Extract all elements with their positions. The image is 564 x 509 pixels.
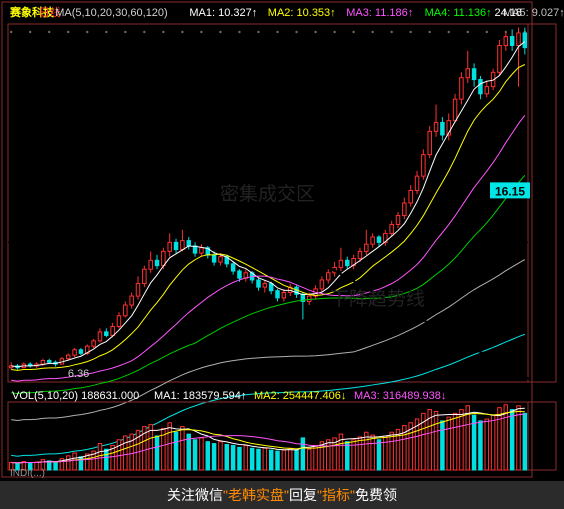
svg-text:INDI(...): INDI(...) [10,468,45,479]
banner-p1: "老韩实盘" [223,485,289,505]
svg-text:下降趋势线: 下降趋势线 [330,288,425,310]
svg-text:MA4: 11.136↑: MA4: 11.136↑ [425,7,492,19]
svg-text:MA2: 254447.406↓: MA2: 254447.406↓ [254,390,346,402]
chart-svg: 赛象科技日线MA(5,10,20,30,60,120)MA1: 10.327↑M… [0,0,564,509]
banner-p4: 免费领 [355,485,397,505]
svg-text:MA3: 11.186↑: MA3: 11.186↑ [346,7,413,19]
banner-p3: "指标" [317,485,355,505]
svg-text:16.15: 16.15 [495,184,525,198]
svg-text:MA1: 10.327↑: MA1: 10.327↑ [189,7,257,19]
svg-text:6.36: 6.36 [68,368,89,380]
banner-p0: 关注微信 [167,485,223,505]
svg-text:密集成交区: 密集成交区 [220,183,315,205]
svg-text:MA1: 183579.594↑: MA1: 183579.594↑ [154,390,246,402]
svg-text:VOL(5,10,20) 188631.000: VOL(5,10,20) 188631.000 [12,390,139,402]
promo-banner: 关注微信 "老韩实盘" 回复 "指标" 免费领 [0,481,564,509]
svg-text:MA3: 316489.938↓: MA3: 316489.938↓ [354,390,446,402]
banner-p2: 回复 [289,485,317,505]
svg-text:MA(5,10,20,30,60,120): MA(5,10,20,30,60,120) [55,7,168,19]
svg-text:24.18: 24.18 [494,7,522,19]
chart-container: { "layout":{ "width":564,"height":509, "… [0,0,564,509]
svg-text:MA2: 10.353↑: MA2: 10.353↑ [268,7,336,19]
